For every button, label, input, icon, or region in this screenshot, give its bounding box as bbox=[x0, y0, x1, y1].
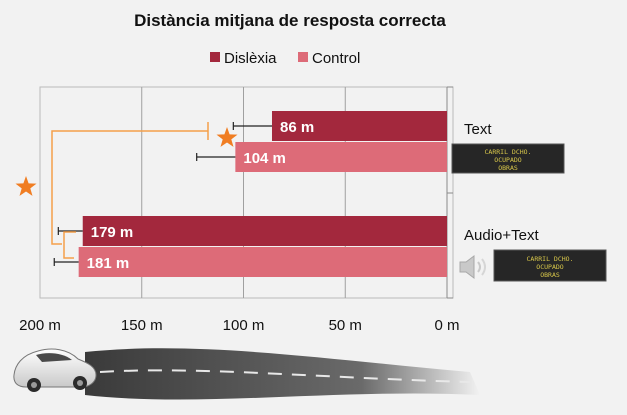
data-label: 104 m bbox=[243, 150, 286, 167]
category-label: Audio+Text bbox=[464, 227, 539, 244]
category-label: Text bbox=[464, 121, 492, 138]
data-label: 86 m bbox=[280, 119, 314, 136]
led-sign-text: CARRIL DCHO. OCUPADO OBRAS bbox=[451, 143, 565, 174]
significance-brackets bbox=[51, 122, 209, 259]
led-sign-line: OBRAS bbox=[498, 164, 518, 172]
led-sign-audio: CARRIL DCHO. OCUPADO OBRAS bbox=[493, 249, 607, 282]
legend-label: Control bbox=[312, 50, 360, 67]
legend-label: Dislèxia bbox=[224, 50, 277, 67]
led-sign-line: CARRIL DCHO. bbox=[527, 255, 574, 263]
chart-title: Distància mitjana de resposta correcta bbox=[134, 11, 446, 30]
x-tick-label: 50 m bbox=[329, 317, 362, 334]
speaker-icon bbox=[459, 255, 486, 279]
x-tick-label: 100 m bbox=[223, 317, 265, 334]
led-sign-panel bbox=[451, 143, 565, 174]
car-icon bbox=[13, 348, 97, 392]
star-icon bbox=[216, 127, 238, 147]
x-tick-labels: 200 m 150 m 100 m 50 m 0 m bbox=[19, 317, 459, 334]
star-icon bbox=[15, 176, 37, 196]
bars bbox=[78, 111, 448, 277]
led-sign-line: OCUPADO bbox=[494, 156, 521, 164]
bar bbox=[78, 247, 447, 277]
bar bbox=[235, 142, 447, 172]
text-bracket bbox=[51, 122, 209, 245]
legend-swatch bbox=[298, 52, 308, 62]
x-tick-label: 0 m bbox=[434, 317, 459, 334]
data-label: 179 m bbox=[91, 224, 134, 241]
led-sign-line: OCUPADO bbox=[536, 263, 563, 271]
x-tick-label: 200 m bbox=[19, 317, 61, 334]
bar bbox=[271, 111, 447, 141]
led-sign-line: OBRAS bbox=[540, 271, 560, 279]
error-bars bbox=[53, 122, 272, 266]
bar-labels: 86 m 104 m 179 m 181 m bbox=[87, 119, 315, 272]
road-decoration bbox=[85, 348, 480, 400]
significance-stars bbox=[15, 127, 238, 196]
legend-swatch bbox=[210, 52, 220, 62]
bar bbox=[82, 216, 448, 246]
data-label: 181 m bbox=[87, 255, 130, 272]
led-sign-panel bbox=[493, 249, 607, 282]
led-sign-line: CARRIL DCHO. bbox=[485, 148, 532, 156]
category-labels: Text Audio+Text bbox=[464, 121, 539, 244]
audio-bracket bbox=[63, 231, 76, 259]
x-tick-label: 150 m bbox=[121, 317, 163, 334]
legend: Dislèxia Control bbox=[210, 50, 360, 67]
